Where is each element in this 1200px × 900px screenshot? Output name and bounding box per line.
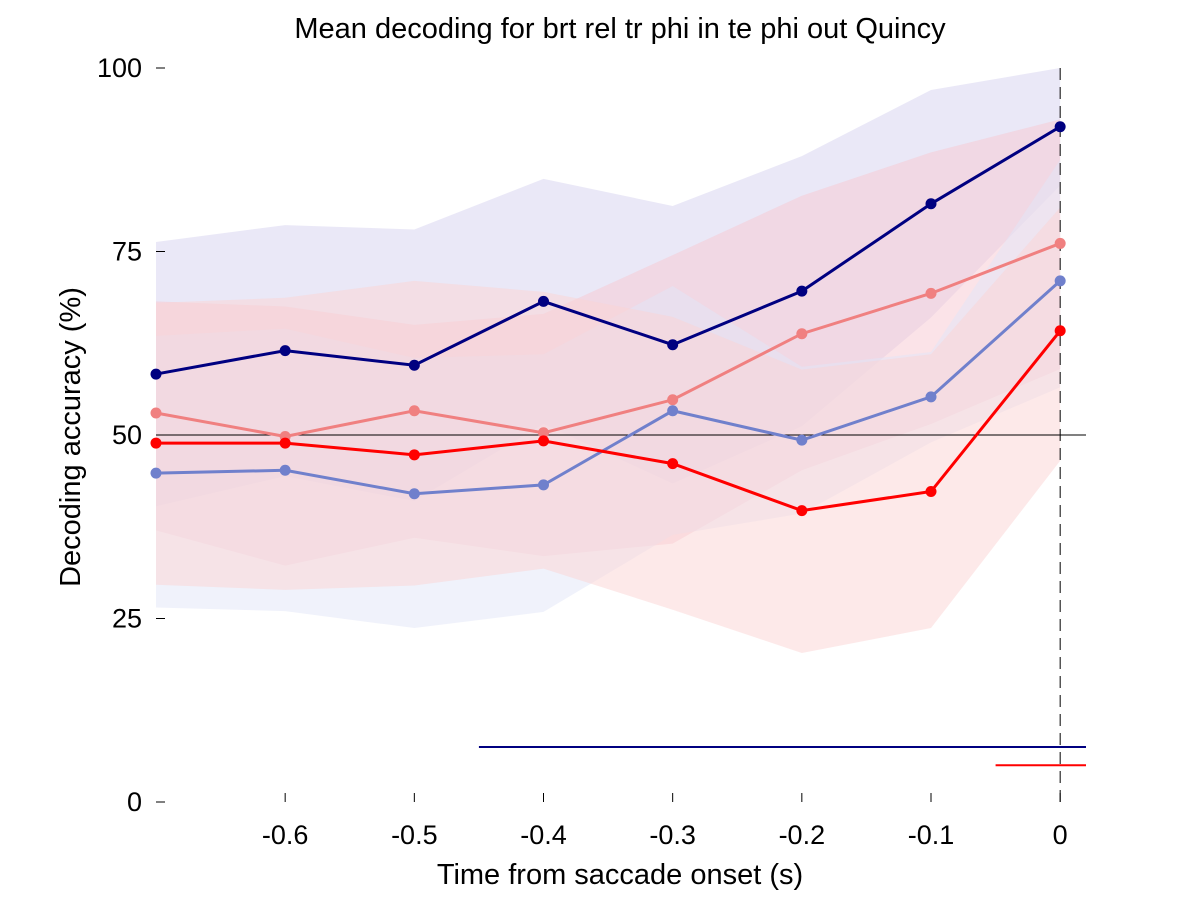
axes: 0 25 50 75 100 -0.6 -0.5 -0.4 -0.3 -0.2 -0.1 0 xyxy=(97,53,1068,850)
data-point-series-1 xyxy=(667,394,679,406)
series-line-1 xyxy=(155,242,1061,438)
data-point-series-3 xyxy=(796,505,808,517)
data-point-series-0 xyxy=(150,368,162,380)
x-tick-label: 0 xyxy=(1053,820,1068,850)
data-point-series-0 xyxy=(408,359,420,371)
data-point-series-2 xyxy=(538,479,549,491)
data-point-series-3 xyxy=(538,435,549,447)
series-line-0 xyxy=(155,125,1061,376)
x-tick-label: -0.6 xyxy=(262,820,309,850)
data-point-series-2 xyxy=(408,488,420,500)
data-point-series-3 xyxy=(408,449,420,461)
data-point-series-3 xyxy=(279,437,291,449)
confidence-band-series-3 xyxy=(156,207,1061,653)
confidence-bands xyxy=(156,68,1061,653)
y-tick-label: 0 xyxy=(127,787,142,817)
series-lines xyxy=(150,121,1066,517)
x-axis-label: Time from saccade onset (s) xyxy=(437,859,803,891)
data-point-series-0 xyxy=(279,345,291,357)
x-tick-label: -0.3 xyxy=(649,820,696,850)
y-tick-label: 25 xyxy=(112,604,142,634)
data-point-series-2 xyxy=(667,405,679,417)
series-line-3 xyxy=(156,329,1062,513)
data-point-series-0 xyxy=(1054,121,1066,133)
data-point-series-2 xyxy=(279,464,291,476)
y-tick-label: 100 xyxy=(97,53,142,83)
data-point-series-1 xyxy=(925,287,937,299)
reference-lines xyxy=(156,68,1086,802)
x-tick-label: -0.2 xyxy=(779,820,826,850)
data-point-series-1 xyxy=(408,405,420,417)
chart-title: Mean decoding for brt rel tr phi in te p… xyxy=(294,13,946,45)
data-point-series-1 xyxy=(538,427,549,439)
x-tick-label: -0.1 xyxy=(908,820,955,850)
data-point-series-2 xyxy=(925,391,937,403)
series-line-2 xyxy=(155,279,1062,496)
data-point-series-3 xyxy=(150,437,162,449)
data-point-series-1 xyxy=(1054,237,1066,249)
data-point-series-2 xyxy=(796,434,808,446)
y-tick-label: 50 xyxy=(112,420,142,450)
y-tick-label: 75 xyxy=(112,237,142,267)
x-tick-label: -0.4 xyxy=(520,820,567,850)
data-point-series-0 xyxy=(538,295,549,307)
data-point-series-0 xyxy=(796,285,808,297)
data-point-series-3 xyxy=(667,458,679,470)
data-point-series-0 xyxy=(925,198,937,210)
data-point-series-2 xyxy=(150,467,162,479)
y-axis-label: Decoding accuracy (%) xyxy=(55,287,87,587)
data-point-series-3 xyxy=(1054,325,1066,337)
data-point-series-3 xyxy=(925,486,937,498)
data-point-series-1 xyxy=(150,407,162,419)
data-point-series-2 xyxy=(1054,275,1066,287)
data-point-series-1 xyxy=(796,328,808,340)
data-point-series-0 xyxy=(667,339,679,351)
x-tick-label: -0.5 xyxy=(391,820,438,850)
